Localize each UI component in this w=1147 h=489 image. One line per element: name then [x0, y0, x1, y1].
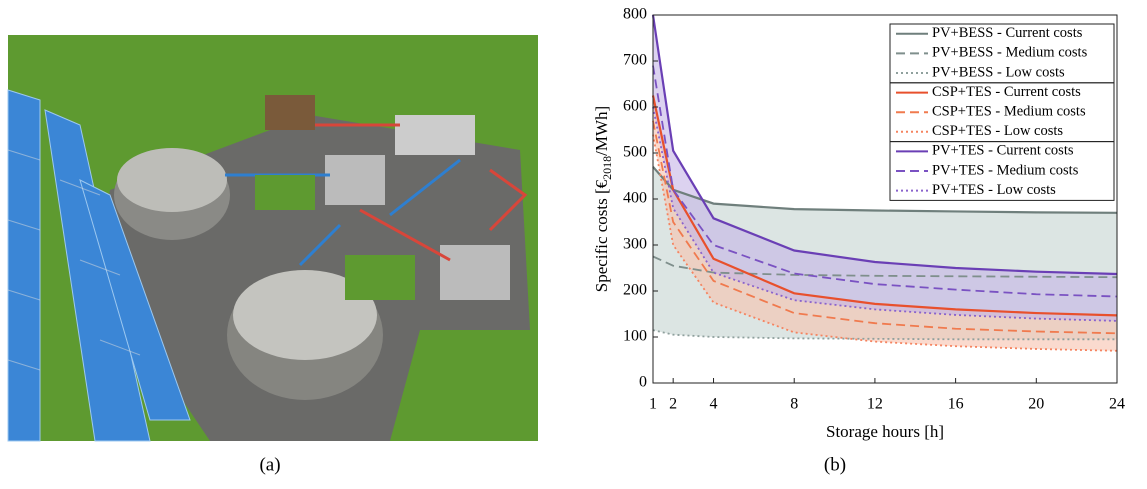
y-tick-label: 0 — [639, 374, 647, 391]
x-tick-label: 1 — [649, 396, 657, 413]
x-axis-label: Storage hours [h] — [826, 422, 944, 441]
legend-label: PV+TES - Current costs — [932, 143, 1074, 159]
series-line — [652, 255, 1118, 279]
legend-label: PV+BESS - Medium costs — [932, 45, 1088, 61]
legend-label: CSP+TES - Current costs — [932, 84, 1081, 100]
series-line — [652, 166, 1118, 214]
x-tick-label: 2 — [669, 396, 677, 413]
y-tick-label: 700 — [623, 52, 647, 69]
y-label-part: /MWh] — [592, 106, 611, 156]
x-tick-label: 8 — [790, 396, 798, 413]
y-label-part: Specific costs [€ — [592, 179, 611, 292]
x-tick-label: 16 — [948, 396, 964, 413]
series-line — [652, 106, 1118, 322]
plant-illustration — [7, 35, 538, 442]
y-tick-label: 200 — [623, 282, 647, 299]
series-line — [651, 95, 1118, 317]
series-line — [652, 329, 1117, 341]
legend-box — [889, 141, 1115, 201]
y-tick-label: 800 — [623, 6, 647, 23]
x-tick-label: 4 — [710, 396, 718, 413]
y-tick-label: 300 — [623, 236, 647, 253]
legend-label: PV+TES - Medium costs — [932, 162, 1079, 178]
y-axis-label: Specific costs [€2018/MWh] — [592, 106, 614, 292]
x-tick-label: 12 — [867, 396, 883, 413]
y-tick-label: 600 — [623, 98, 647, 115]
y-tick-label: 400 — [623, 190, 647, 207]
legend-label: PV+TES - Low costs — [932, 182, 1056, 198]
band — [653, 15, 1117, 321]
caption-b: (b) — [824, 454, 846, 475]
legend-label: PV+BESS - Low costs — [932, 64, 1065, 80]
series-line — [652, 65, 1118, 298]
caption-a: (a) — [259, 454, 280, 475]
y-tick-label: 500 — [623, 144, 647, 161]
legend-label: PV+BESS - Current costs — [932, 25, 1083, 41]
legend-label: CSP+TES - Low costs — [932, 123, 1063, 139]
y-tick-label: 100 — [623, 328, 647, 345]
y-label-sub: 2018 — [600, 156, 614, 180]
legend-label: CSP+TES - Medium costs — [932, 104, 1086, 120]
series-line — [652, 120, 1118, 335]
x-tick-label: 20 — [1028, 396, 1044, 413]
series-line — [651, 14, 1118, 276]
x-tick-label: 24 — [1109, 396, 1125, 413]
plot-area — [651, 14, 1118, 352]
